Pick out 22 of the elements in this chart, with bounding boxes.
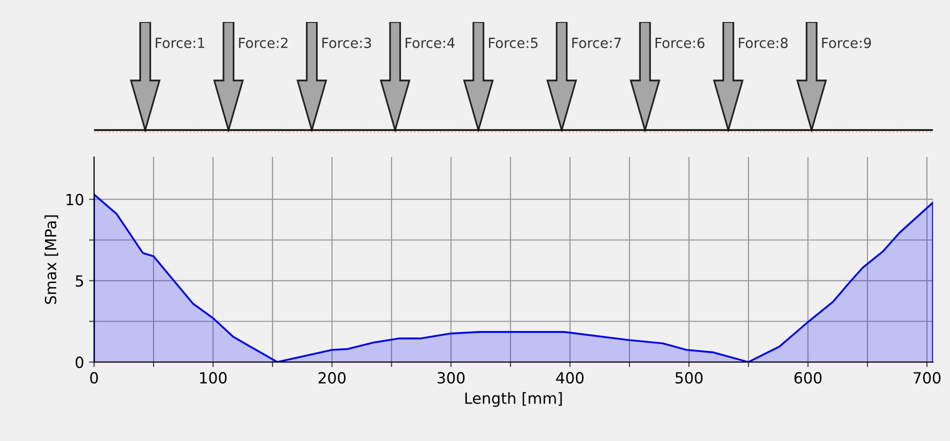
- x-tick-label: 100: [200, 372, 227, 384]
- x-tick-label: 300: [438, 372, 465, 384]
- text: Force:2: [239, 38, 288, 48]
- text: Force:5: [489, 38, 538, 48]
- y-axis-title: Smax [MPa]: [44, 215, 58, 304]
- text: Force:7: [572, 38, 621, 48]
- x-tick-label: 600: [794, 372, 822, 384]
- x-tick-label: 400: [556, 372, 584, 384]
- y-tick-label: 0: [76, 356, 84, 368]
- y-tick-label: 5: [76, 275, 83, 287]
- y-tick-label: 10: [66, 194, 84, 206]
- text: Force:6: [656, 38, 704, 48]
- text: Force:1: [156, 38, 204, 48]
- x-axis-title: Length [mm]: [465, 392, 562, 407]
- text: Force:3: [322, 38, 372, 48]
- text: Force:8: [738, 38, 788, 48]
- x-tick-label: 700: [914, 372, 941, 384]
- text: Force:4: [406, 38, 455, 48]
- x-tick-label: 500: [676, 372, 703, 384]
- x-tick-label: 0: [90, 372, 98, 384]
- x-tick-label: 200: [318, 372, 346, 384]
- text: Force:9: [822, 38, 871, 48]
